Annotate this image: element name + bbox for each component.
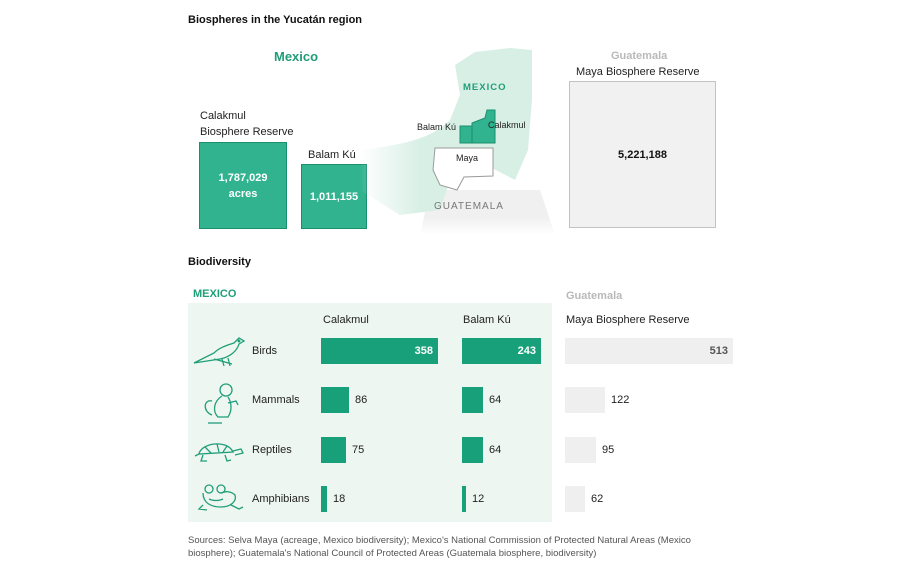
maya-shape xyxy=(432,147,494,191)
row-label-reptiles: Reptiles xyxy=(252,444,292,456)
bar-balam-ku-reptiles xyxy=(462,437,483,463)
mexico-label: Mexico xyxy=(274,49,319,64)
bar-balam-ku-mammals xyxy=(462,387,483,413)
map-mexico-label: MEXICO xyxy=(463,82,506,93)
maya-label: Maya Biosphere Reserve xyxy=(576,66,700,78)
calakmul-name-line2: Biosphere Reserve xyxy=(200,126,294,138)
map-balam-ku-label: Balam Kú xyxy=(417,122,456,132)
map-calakmul-label: Calakmul xyxy=(488,120,526,130)
balam-ku-label: Balam Kú xyxy=(308,149,356,161)
col-header-balam-ku: Balam Kú xyxy=(463,314,511,326)
maya-acreage-box: 5,221,188 xyxy=(569,81,716,228)
col-header-calakmul: Calakmul xyxy=(323,314,369,326)
balam-ku-acreage-value: 1,011,155 xyxy=(309,190,359,203)
source-line-2: biosphere); Guatemala's National Council… xyxy=(188,548,597,559)
balam-ku-shape xyxy=(459,125,473,144)
bar-calakmul-mammals xyxy=(321,387,349,413)
mexico-shape xyxy=(360,48,532,215)
value-label-calakmul-mammals: 86 xyxy=(355,394,368,406)
balam-ku-acreage-box: 1,011,155 xyxy=(301,164,367,229)
monkey-icon xyxy=(204,383,239,424)
bar-maya-reptiles xyxy=(565,437,596,463)
bar-balam-ku-amphibians xyxy=(462,486,466,512)
calakmul-acreage-unit: acres xyxy=(228,187,258,200)
bar-calakmul-birds xyxy=(321,338,438,364)
row-label-mammals: Mammals xyxy=(252,394,300,406)
biodiversity-mexico-label: MEXICO xyxy=(193,288,237,300)
value-label-maya-mammals: 122 xyxy=(611,394,630,406)
value-label-maya-reptiles: 95 xyxy=(602,444,615,456)
value-label-calakmul-reptiles: 75 xyxy=(352,444,365,456)
bar-calakmul-amphibians xyxy=(321,486,327,512)
source-note: Sources: Selva Maya (acreage, Mexico bio… xyxy=(188,534,691,560)
value-label-balam-ku-birds: 243 xyxy=(517,345,536,357)
value-label-balam-ku-amphibians: 12 xyxy=(472,493,485,505)
row-label-amphibians: Amphibians xyxy=(252,493,310,505)
bar-maya-mammals xyxy=(565,387,605,413)
biodiversity-title: Biodiversity xyxy=(188,256,251,268)
value-label-maya-birds: 513 xyxy=(709,345,728,357)
row-label-birds: Birds xyxy=(252,345,278,357)
value-label-maya-amphibians: 62 xyxy=(591,493,604,505)
value-label-calakmul-amphibians: 18 xyxy=(333,493,346,505)
calakmul-acreage-box: 1,787,029 acres xyxy=(199,142,287,229)
biodiversity-guatemala-label: Guatemala xyxy=(566,290,623,302)
bar-calakmul-reptiles xyxy=(321,437,346,463)
bar-maya-amphibians xyxy=(565,486,585,512)
turtle-icon xyxy=(194,443,244,462)
calakmul-name-line1: Calakmul xyxy=(200,110,246,122)
value-label-balam-ku-reptiles: 64 xyxy=(489,444,502,456)
guatemala-shape xyxy=(420,190,555,235)
bird-icon xyxy=(193,337,246,367)
calakmul-label: Calakmul Biosphere Reserve xyxy=(200,108,294,140)
map-maya-label: Maya xyxy=(456,153,478,163)
guatemala-label: Guatemala xyxy=(611,50,668,62)
map-guatemala-label: GUATEMALA xyxy=(434,201,504,212)
yucatan-map: MEXICO GUATEMALA Balam Kú Calakmul Maya xyxy=(360,48,555,235)
frog-icon xyxy=(197,484,244,511)
page-title: Biospheres in the Yucatán region xyxy=(188,14,363,26)
col-header-maya: Maya Biosphere Reserve xyxy=(566,314,690,326)
calakmul-acreage-value: 1,787,029 xyxy=(218,171,268,184)
bar-balam-ku-birds xyxy=(462,338,541,364)
source-line-1: Sources: Selva Maya (acreage, Mexico bio… xyxy=(188,535,691,546)
bar-maya-birds xyxy=(565,338,733,364)
value-label-balam-ku-mammals: 64 xyxy=(489,394,502,406)
value-label-calakmul-birds: 358 xyxy=(414,345,433,357)
maya-acreage-value: 5,221,188 xyxy=(618,148,667,161)
